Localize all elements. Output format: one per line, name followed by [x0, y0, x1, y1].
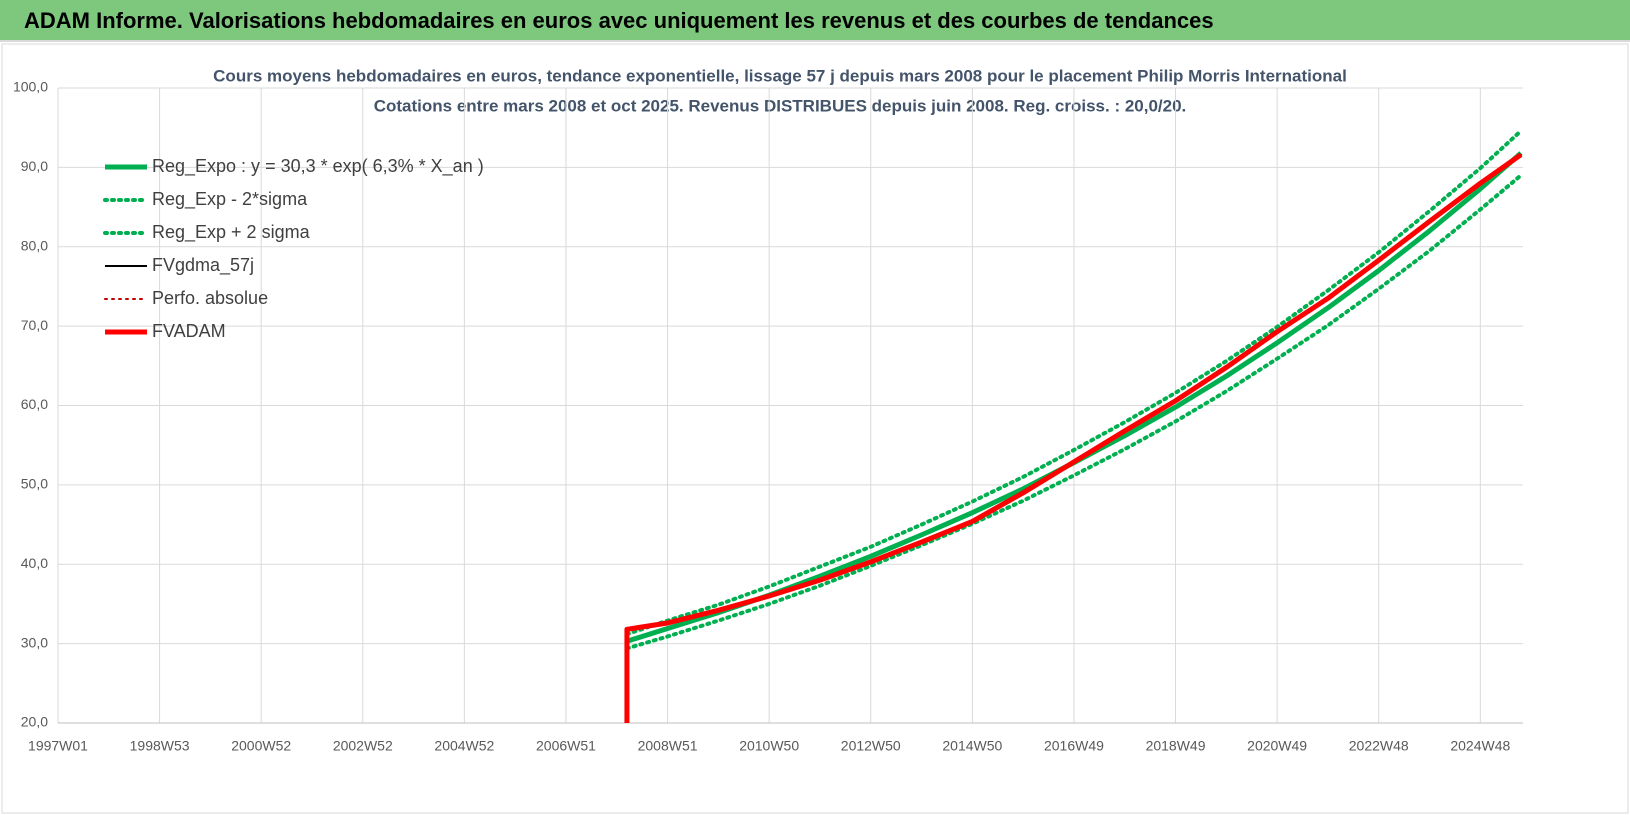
legend-label: FVADAM: [152, 321, 226, 341]
x-tick-label: 2008W51: [638, 738, 698, 754]
header-bar: ADAM Informe. Valorisations hebdomadaire…: [0, 0, 1630, 42]
x-tick-label: 2004W52: [434, 738, 494, 754]
y-tick-label: 70,0: [21, 317, 48, 333]
y-tick-label: 60,0: [21, 396, 48, 412]
x-tick-label: 2010W50: [739, 738, 799, 754]
x-tick-label: 2014W50: [942, 738, 1002, 754]
chart-frame: [1, 43, 1629, 814]
y-tick-label: 80,0: [21, 237, 48, 253]
y-tick-label: 30,0: [21, 634, 48, 650]
legend-label: Reg_Exp - 2*sigma: [152, 189, 308, 210]
x-tick-label: 2002W52: [333, 738, 393, 754]
x-tick-label: 2018W49: [1146, 738, 1206, 754]
legend-label: Perfo. absolue: [152, 288, 268, 308]
header-title: ADAM Informe. Valorisations hebdomadaire…: [24, 8, 1214, 33]
series-line: [624, 128, 1523, 637]
x-tick-label: 2000W52: [231, 738, 291, 754]
y-tick-label: 20,0: [21, 714, 48, 730]
x-tick-label: 2022W48: [1349, 738, 1409, 754]
y-tick-label: 90,0: [21, 158, 48, 174]
y-tick-label: 50,0: [21, 476, 48, 492]
series-line: [624, 152, 1523, 723]
legend-label: Reg_Exp + 2 sigma: [152, 222, 311, 243]
legend-label: FVgdma_57j: [152, 255, 254, 276]
x-tick-label: 2016W49: [1044, 738, 1104, 754]
x-tick-label: 1998W53: [130, 738, 190, 754]
chart-title: Cours moyens hebdomadaires en euros, ten…: [213, 66, 1347, 85]
x-tick-label: 2006W51: [536, 738, 596, 754]
chart: Cours moyens hebdomadaires en euros, ten…: [1, 43, 1629, 814]
y-tick-label: 100,0: [13, 79, 48, 95]
x-tick-label: 2020W49: [1247, 738, 1307, 754]
y-tick-label: 40,0: [21, 555, 48, 571]
series-line: [624, 173, 1523, 651]
chart-subtitle: Cotations entre mars 2008 et oct 2025. R…: [374, 96, 1187, 115]
legend-label: Reg_Expo : y = 30,3 * exp( 6,3% * X_an ): [152, 156, 484, 177]
x-tick-label: 1997W01: [28, 738, 88, 754]
x-tick-label: 2012W50: [841, 738, 901, 754]
x-tick-label: 2024W48: [1450, 738, 1510, 754]
